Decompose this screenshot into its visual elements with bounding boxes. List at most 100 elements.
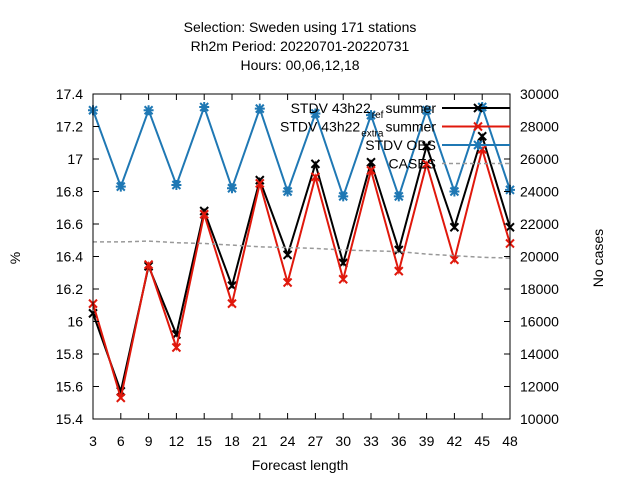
data-point [116,393,126,403]
y-tick-label: 16.2 [56,281,83,297]
y2-tick-label: 18000 [520,281,559,297]
x-tick-label: 9 [145,433,153,449]
chart-title-line-2: Rh2m Period: 20220701-20220731 [191,38,410,54]
x-tick-label: 15 [196,433,212,449]
chart-title-line-1: Selection: Sweden using 171 stations [184,19,417,35]
data-point [143,105,154,116]
x-tick-label: 18 [224,433,240,449]
x-tick-label: 42 [447,433,463,449]
data-point [449,186,460,197]
y2-axis-label: No cases [590,229,606,287]
x-tick-label: 30 [335,433,351,449]
data-point [449,222,460,232]
series-line [92,145,511,399]
y-tick-label: 16 [67,314,83,330]
data-point [394,245,404,255]
y2-tick-label: 10000 [520,411,559,427]
legend-label: CASES [389,156,436,172]
y2-tick-label: 30000 [520,86,559,102]
x-tick-label: 45 [474,433,490,449]
series-2 [88,102,515,202]
data-point [394,266,404,276]
data-point [366,110,376,121]
x-tick-label: 39 [419,433,435,449]
chart-title-line-3: Hours: 00,06,12,18 [240,57,359,73]
data-point [366,157,376,167]
series-layer [88,102,515,403]
data-point [421,159,432,169]
x-axis-label: Forecast length [252,457,349,473]
x-tick-label: 21 [252,433,268,449]
series-line [92,132,511,396]
series-3 [93,240,511,259]
x-tick-label: 36 [391,433,407,449]
legend-label: STDV OBS [365,137,436,153]
series-0 [88,131,515,397]
data-point [338,274,348,284]
legend-label: STDV 43h22ref summer [291,100,437,121]
y2-tick-label: 16000 [520,314,559,330]
data-point [310,108,321,119]
axes: 3 6 9 12 15 18 21 24 27 30 33 36 39 42 45 4815.415.615.… [56,86,559,449]
legend-marker [473,121,483,132]
data-point [227,298,237,309]
x-tick-label: 33 [363,433,379,449]
x-tick-label: 6 [117,433,125,449]
data-point [282,277,293,288]
legend-label-tail: summer [385,100,436,116]
data-point [477,131,487,141]
series-line [93,240,511,259]
data-point [115,181,126,192]
data-point [199,102,210,112]
x-tick-label: 12 [169,433,185,449]
data-point [282,250,293,260]
data-point [393,191,404,202]
data-point [254,103,265,114]
x-tick-label: 27 [308,433,324,449]
y-tick-label: 15.4 [56,411,83,427]
legend-label-sub: extra [361,129,384,140]
y-tick-label: 16.8 [56,184,83,200]
y2-tick-label: 22000 [520,216,559,232]
y-tick-label: 17.2 [56,119,83,135]
data-point [227,183,237,194]
data-point [199,209,209,219]
y-tick-label: 16.4 [56,249,83,265]
series-1 [88,144,515,403]
y2-tick-label: 26000 [520,151,559,167]
y2-tick-label: 14000 [520,346,559,362]
data-point [421,141,432,151]
legend-label-main: STDV 43h22 [291,100,371,116]
y2-tick-label: 20000 [520,249,559,265]
y-tick-label: 17.4 [56,86,83,102]
y2-tick-label: 28000 [520,119,559,135]
x-tick-label: 24 [280,433,296,449]
legend-marker [473,140,483,150]
y2-tick-label: 12000 [520,379,559,395]
data-point [366,165,376,176]
data-point [338,191,349,202]
data-point [171,342,182,353]
data-point [449,255,460,265]
data-point [310,172,321,182]
data-point [171,180,182,190]
data-point [255,175,265,185]
data-point [310,159,321,169]
legend-label-sub: ref [372,110,384,121]
legend-label-tail: summer [385,119,436,135]
data-point [255,178,265,189]
data-point [282,186,293,197]
y-tick-label: 15.8 [56,346,83,362]
data-point [421,105,432,116]
plot-frame [92,93,511,420]
y-tick-label: 17 [67,151,83,167]
y-tick-label: 15.6 [56,379,83,395]
y-tick-label: 16.6 [56,216,83,232]
x-tick-label: 3 [89,433,97,449]
chart-title-block: Selection: Sweden using 171 stations Rh2… [184,19,417,73]
series-line [92,103,511,200]
legend-label: STDV 43h22extra summer [280,119,436,140]
y-axis-label: % [7,252,23,264]
